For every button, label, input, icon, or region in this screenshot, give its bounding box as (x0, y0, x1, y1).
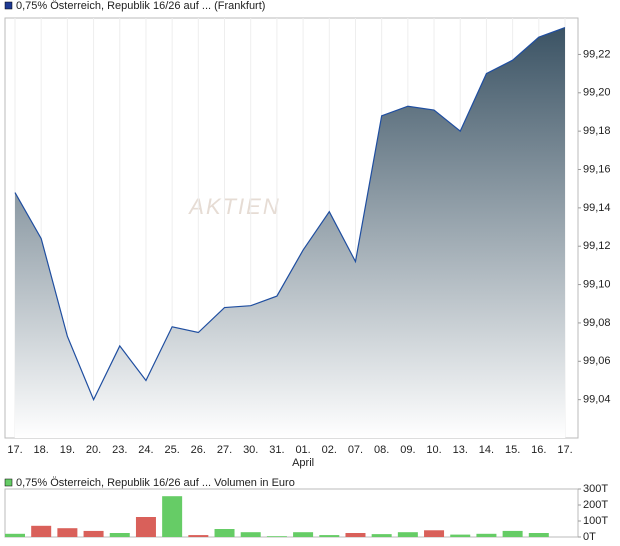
x-tick-label: 17. (557, 444, 572, 456)
y-tick-label: 99,16 (583, 163, 611, 175)
bar (476, 533, 497, 537)
y-tick-label: 99,12 (583, 240, 611, 252)
x-tick-label: 08. (374, 444, 389, 456)
y-tick-label: 99,20 (583, 87, 611, 99)
line (14, 27, 566, 402)
bar (293, 532, 314, 537)
bar (5, 533, 25, 537)
bar (109, 533, 130, 537)
bar (83, 530, 104, 537)
y-tick-label: 99,14 (583, 202, 611, 214)
bar (162, 496, 183, 537)
y-tick-label: 99,08 (583, 317, 611, 329)
x-tick-label: 19. (60, 444, 75, 456)
bar (188, 535, 209, 537)
x-tick-label: 26. (191, 444, 206, 456)
bar (135, 517, 156, 537)
y-tick-label: 0T (583, 531, 596, 543)
x-tick-label: 18. (34, 444, 49, 456)
y-tick-label: 100T (583, 515, 608, 527)
legend-swatch (4, 478, 13, 487)
legend-swatch (4, 1, 13, 10)
bar (450, 534, 471, 537)
x-tick-label: 15. (505, 444, 520, 456)
y-tick-label: 99,06 (583, 355, 611, 367)
plot-frame (4, 488, 579, 538)
x-tick-label: 24. (138, 444, 153, 456)
bar (528, 533, 549, 537)
legend-label: 0,75% Österreich, Republik 16/26 auf ...… (16, 477, 295, 489)
x-tick-label: 01. (295, 444, 310, 456)
x-tick-label: 27. (217, 444, 232, 456)
bar (502, 530, 523, 537)
x-tick-label: 14. (479, 444, 494, 456)
bar (57, 528, 78, 537)
x-tick-label: 07. (348, 444, 363, 456)
bar (371, 534, 392, 537)
bar (345, 533, 366, 537)
y-tick-label: 99,18 (583, 125, 611, 137)
x-tick-label: 13. (453, 444, 468, 456)
watermark: AKTIEN (187, 194, 280, 219)
annotation: April (292, 457, 314, 469)
x-tick-label: 02. (322, 444, 337, 456)
x-tick-label: 16. (531, 444, 546, 456)
y-tick-label: 300T (583, 483, 608, 495)
bar (214, 529, 235, 537)
x-tick-label: 10. (426, 444, 441, 456)
x-tick-label: 17. (7, 444, 22, 456)
x-tick-label: 09. (400, 444, 415, 456)
x-tick-label: 25. (164, 444, 179, 456)
area (15, 27, 565, 438)
y-tick-label: 99,10 (583, 278, 611, 290)
bar (31, 525, 52, 537)
bar (397, 532, 418, 537)
bar (319, 535, 340, 537)
bar (424, 530, 445, 537)
y-tick-label: 200T (583, 499, 608, 511)
y-tick-label: 99,22 (583, 48, 611, 60)
bar (240, 532, 261, 537)
x-tick-label: 31. (269, 444, 284, 456)
x-tick-label: 20. (86, 444, 101, 456)
bar (266, 536, 287, 537)
y-tick-label: 99,04 (583, 394, 611, 406)
legend-label: 0,75% Österreich, Republik 16/26 auf ...… (16, 0, 265, 12)
x-tick-label: 30. (243, 444, 258, 456)
x-tick-label: 23. (112, 444, 127, 456)
